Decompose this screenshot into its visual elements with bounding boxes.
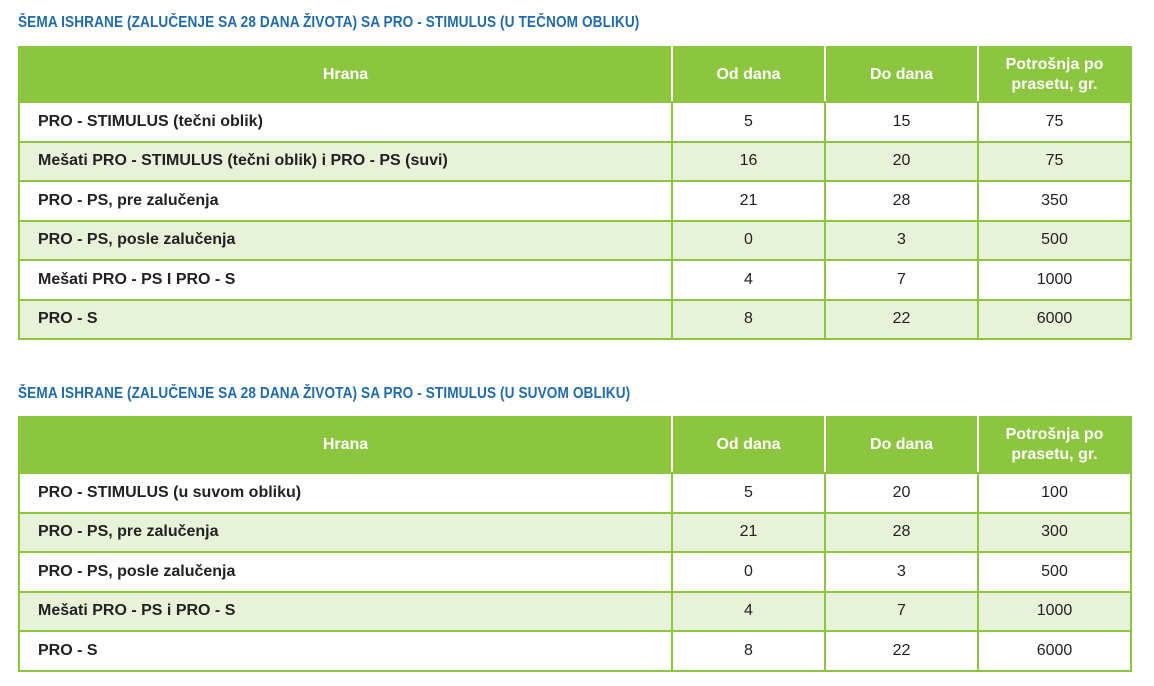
table-row: PRO - PS, posle zalučenja 0 3 500 [18,551,1132,593]
table-row: PRO - S 8 22 6000 [18,630,1132,672]
table-header-row: Hrana Od dana Do dana Potrošnja po prase… [18,46,1132,103]
cell-do-dana: 28 [824,511,979,553]
header-hrana: Hrana [18,416,673,474]
cell-do-dana: 28 [824,180,979,222]
cell-od-dana: 5 [671,472,826,514]
table-row: Mešati PRO - PS I PRO - S 4 7 1000 [18,259,1132,301]
feeding-table-liquid: Hrana Od dana Do dana Potrošnja po prase… [18,46,1132,340]
cell-do-dana: 3 [824,551,979,593]
cell-do-dana: 20 [824,140,979,182]
cell-hrana: PRO - STIMULUS (u suvom obliku) [18,472,673,514]
cell-od-dana: 0 [671,551,826,593]
table-header-row: Hrana Od dana Do dana Potrošnja po prase… [18,416,1132,474]
cell-do-dana: 15 [824,101,979,143]
cell-potrosnja: 75 [977,101,1132,143]
cell-hrana: PRO - PS, posle zalučenja [18,551,673,593]
cell-potrosnja: 75 [977,140,1132,182]
feeding-table-dry: Hrana Od dana Do dana Potrošnja po prase… [18,416,1132,672]
table1-title: ŠEMA ISHRANE (ZALUČENJE SA 28 DANA ŽIVOT… [18,14,640,31]
header-hrana: Hrana [18,46,673,103]
cell-potrosnja: 300 [977,511,1132,553]
cell-hrana: PRO - STIMULUS (tečni oblik) [18,101,673,143]
header-do-dana: Do dana [824,46,979,103]
cell-potrosnja: 6000 [977,630,1132,672]
header-potrosnja: Potrošnja po prasetu, gr. [977,46,1132,103]
header-potrosnja: Potrošnja po prasetu, gr. [977,416,1132,474]
cell-potrosnja: 1000 [977,259,1132,301]
table-row: PRO - PS, pre zalučenja 21 28 350 [18,180,1132,222]
table-row: PRO - STIMULUS (tečni oblik) 5 15 75 [18,101,1132,143]
cell-potrosnja: 1000 [977,590,1132,632]
table-row: Mešati PRO - PS i PRO - S 4 7 1000 [18,590,1132,632]
cell-hrana: PRO - PS, posle zalučenja [18,219,673,261]
table-row: PRO - S 8 22 6000 [18,298,1132,340]
cell-hrana: PRO - S [18,298,673,340]
cell-od-dana: 4 [671,590,826,632]
cell-hrana: PRO - S [18,630,673,672]
cell-od-dana: 8 [671,298,826,340]
header-od-dana: Od dana [671,46,826,103]
table-row: PRO - PS, pre zalučenja 21 28 300 [18,511,1132,553]
cell-od-dana: 16 [671,140,826,182]
table2-title: ŠEMA ISHRANE (ZALUČENJE SA 28 DANA ŽIVOT… [18,385,631,402]
cell-potrosnja: 100 [977,472,1132,514]
cell-potrosnja: 500 [977,219,1132,261]
table-row: PRO - PS, posle zalučenja 0 3 500 [18,219,1132,261]
cell-od-dana: 8 [671,630,826,672]
cell-od-dana: 21 [671,180,826,222]
cell-od-dana: 21 [671,511,826,553]
cell-hrana: Mešati PRO - PS i PRO - S [18,590,673,632]
cell-od-dana: 4 [671,259,826,301]
cell-do-dana: 22 [824,630,979,672]
cell-do-dana: 7 [824,590,979,632]
table-row: Mešati PRO - STIMULUS (tečni oblik) i PR… [18,140,1132,182]
cell-potrosnja: 350 [977,180,1132,222]
cell-hrana: Mešati PRO - STIMULUS (tečni oblik) i PR… [18,140,673,182]
cell-od-dana: 5 [671,101,826,143]
cell-do-dana: 20 [824,472,979,514]
cell-do-dana: 22 [824,298,979,340]
cell-od-dana: 0 [671,219,826,261]
cell-hrana: PRO - PS, pre zalučenja [18,511,673,553]
cell-do-dana: 3 [824,219,979,261]
cell-hrana: PRO - PS, pre zalučenja [18,180,673,222]
table-row: PRO - STIMULUS (u suvom obliku) 5 20 100 [18,472,1132,514]
cell-hrana: Mešati PRO - PS I PRO - S [18,259,673,301]
header-do-dana: Do dana [824,416,979,474]
header-od-dana: Od dana [671,416,826,474]
cell-potrosnja: 500 [977,551,1132,593]
cell-do-dana: 7 [824,259,979,301]
cell-potrosnja: 6000 [977,298,1132,340]
